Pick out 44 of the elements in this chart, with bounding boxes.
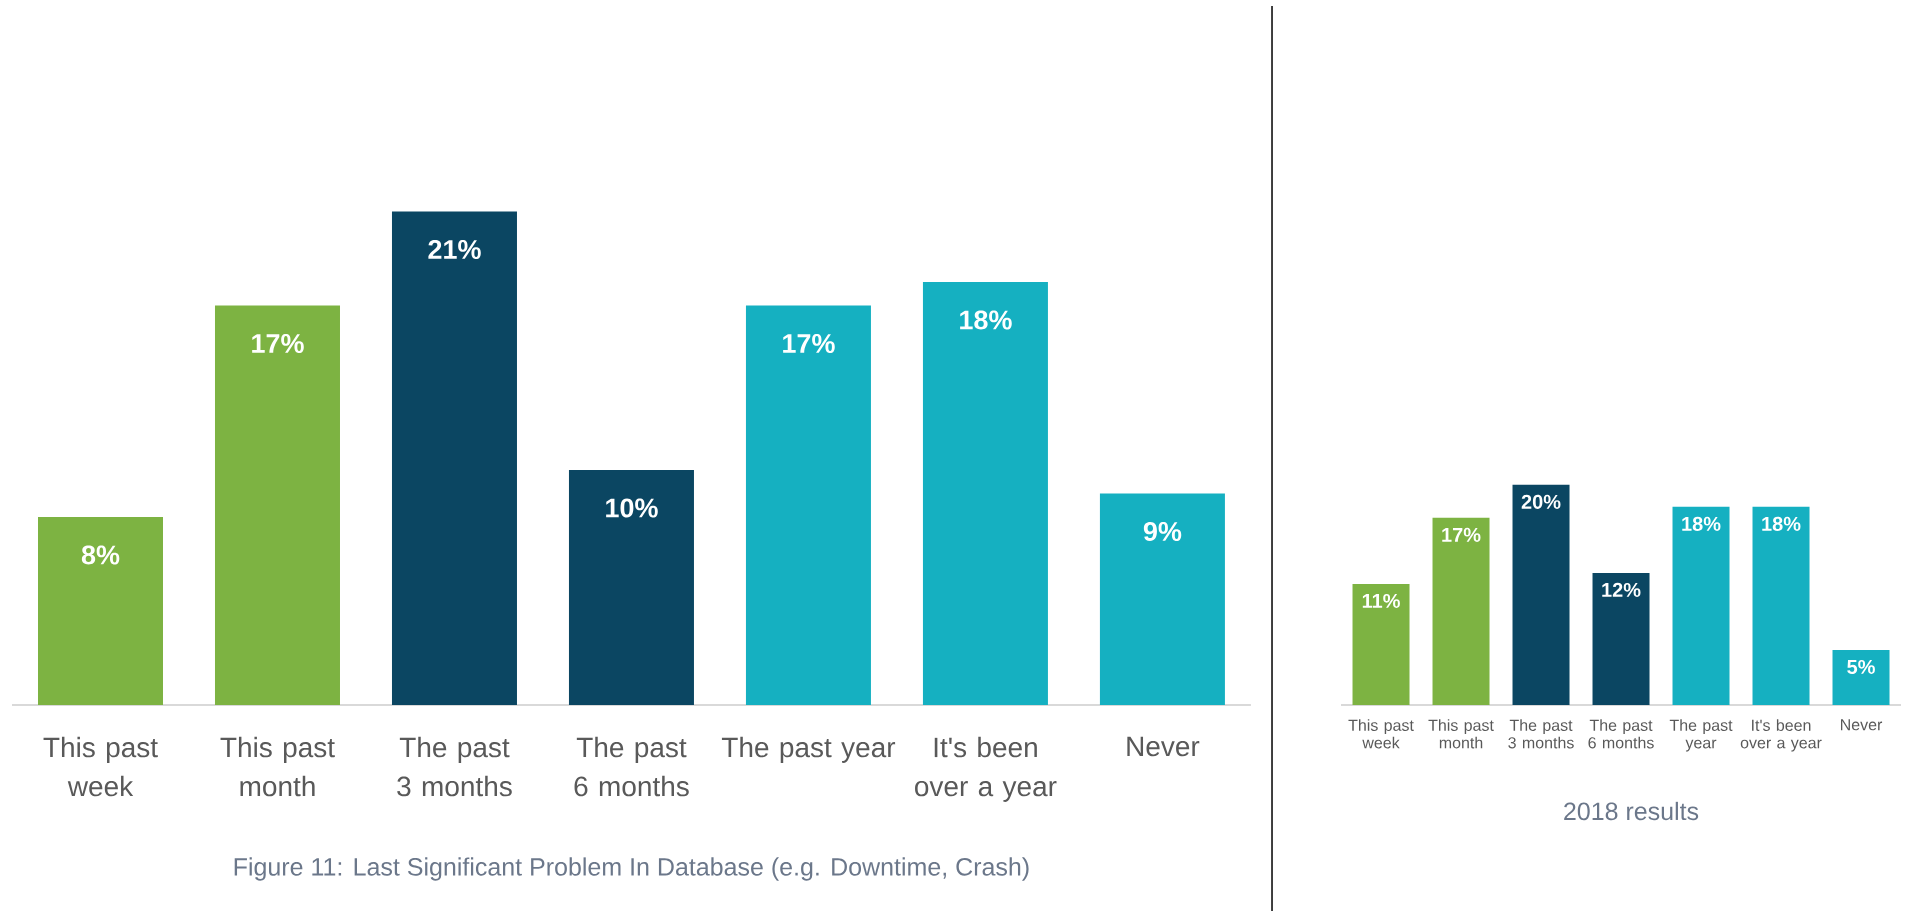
data-label: 18%	[1682, 516, 1721, 531]
data-label: 11%	[1362, 593, 1400, 608]
data-label: 17%	[1442, 527, 1481, 542]
data-label: 5%	[1847, 659, 1875, 675]
x-tick-label: This past week	[43, 736, 158, 797]
x-tick-label: The past 6 months	[1588, 719, 1654, 749]
data-label: 8%	[81, 545, 120, 565]
x-tick-label: Never	[1840, 719, 1883, 731]
x-tick-label: The past 3 months	[397, 736, 512, 797]
data-label: 17%	[252, 333, 304, 353]
bar	[1352, 583, 1410, 705]
x-tick-label: The past 6 months	[574, 736, 689, 797]
bar	[1592, 572, 1650, 705]
data-label: 10%	[606, 498, 658, 518]
data-label: 17%	[783, 333, 835, 353]
bar	[214, 305, 340, 705]
data-label: 12%	[1602, 582, 1641, 597]
bar	[745, 305, 871, 705]
data-label: 18%	[1762, 516, 1801, 531]
bar	[1672, 506, 1730, 705]
text: 2018 results	[1564, 801, 1699, 821]
bar	[1832, 649, 1890, 705]
x-tick-label: The past year	[721, 736, 896, 763]
data-label: 9%	[1143, 521, 1182, 542]
x-tick-label: The past year	[1669, 719, 1733, 752]
x-tick-label: It's been over a year	[915, 736, 1057, 802]
bar	[1099, 493, 1225, 705]
x-tick-label: This past week	[1348, 719, 1414, 749]
x-tick-label: This past month	[1428, 719, 1494, 749]
data-label: 21%	[428, 239, 481, 259]
x-tick-label: The past 3 months	[1508, 719, 1574, 749]
x-tick-label: Never	[1127, 736, 1200, 757]
bar	[1752, 506, 1810, 705]
bar	[38, 516, 163, 705]
x-tick-label: This past month	[220, 736, 335, 797]
x-tick-label: It's been over a year	[1740, 719, 1822, 752]
bar	[1432, 517, 1490, 705]
data-label: 18%	[960, 310, 1012, 330]
bar	[568, 469, 694, 705]
data-label: 20%	[1521, 494, 1561, 509]
bar	[1512, 484, 1570, 705]
bar	[922, 281, 1048, 705]
text: Figure 11: Last Significant Problem In Database (e.g. Downtime, Crash)	[234, 857, 1029, 881]
bar	[391, 211, 517, 705]
